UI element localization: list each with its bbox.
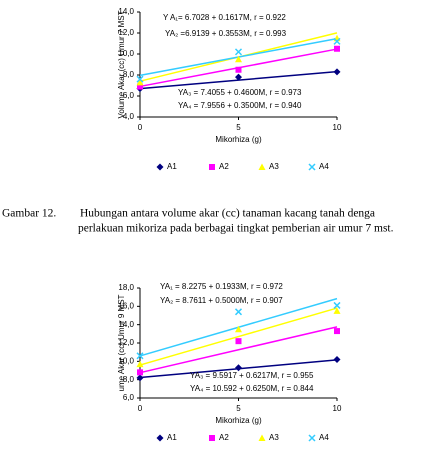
y-tick-label: 4,0 [123, 112, 135, 121]
marker [136, 75, 144, 83]
marker [235, 55, 242, 63]
y-tick-label: 6,0 [123, 393, 135, 402]
x-tick-label: 5 [236, 404, 241, 413]
marker [235, 66, 242, 73]
annotation: YA₁ = 8.2275 + 0.1933M, r = 0.972 [160, 282, 283, 291]
marker [235, 364, 242, 372]
y-axis-label: ume Akar (cc) Umur 9 MST [117, 294, 126, 391]
legend-label: A3 [269, 433, 279, 442]
x-tick-label: 0 [138, 123, 143, 132]
marker [137, 83, 143, 90]
y-tick-label: 8,0 [123, 70, 135, 79]
marker [334, 45, 340, 52]
legend-label: A4 [319, 162, 329, 171]
annotation: YA₂ =6.9139 + 0.3553M, r = 0.993 [165, 29, 287, 38]
y-tick-label: 6,0 [123, 91, 135, 100]
y-tick-label: 8,0 [123, 375, 135, 384]
marker [209, 435, 215, 441]
y-tick-label: 16,0 [118, 301, 134, 310]
x-axis-label: Mikorhiza (g) [215, 135, 262, 144]
y-tick-label: 12,0 [118, 28, 134, 37]
annotation: Y A₁= 6.7028 + 0.1617M, r = 0.922 [163, 13, 286, 22]
y-tick-label: 14,0 [118, 320, 134, 329]
x-tick-label: 0 [138, 404, 143, 413]
legend-label: A3 [269, 162, 279, 171]
trend-line [139, 326, 338, 374]
marker [333, 307, 341, 314]
marker [308, 434, 316, 442]
legend-label: A4 [319, 433, 329, 442]
x-tick-label: 5 [236, 123, 241, 132]
caption-line: Hubungan antara volume akar (cc) tanaman… [80, 208, 375, 220]
y-tick-label: 14,0 [118, 7, 134, 16]
marker [136, 360, 144, 368]
y-tick-label: 12,0 [118, 338, 134, 347]
caption-line: perlakuan mikoriza pada berbagai tingkat… [78, 223, 394, 235]
caption-label: Gambar 12. [2, 208, 56, 220]
annotation: YA₄ = 7.9556 + 0.3500M, r = 0.940 [178, 101, 302, 110]
legend-label: A1 [167, 433, 177, 442]
legend-label: A2 [219, 433, 229, 442]
marker [156, 434, 164, 442]
legend-label: A2 [219, 162, 229, 171]
y-tick-label: 18,0 [118, 283, 134, 292]
x-tick-label: 10 [333, 123, 342, 132]
marker [235, 325, 242, 333]
marker [137, 369, 143, 376]
x-axis-label: Mikorhiza (g) [215, 416, 262, 425]
marker [333, 356, 341, 363]
marker [258, 163, 266, 170]
marker [333, 68, 341, 76]
marker [136, 374, 144, 382]
marker [136, 78, 144, 86]
annotation: YA₄ = 10.592 + 0.6250M, r = 0.844 [190, 384, 314, 393]
marker [209, 164, 215, 170]
x-tick-label: 10 [333, 404, 342, 413]
marker [258, 434, 266, 441]
trend-line [139, 307, 338, 366]
marker [156, 163, 164, 171]
marker [333, 301, 341, 309]
y-axis-label: Volume Akar (cc) Umur 7 MST [117, 10, 126, 118]
annotation: YA₃ = 9.5917 + 0.6217M, r = 0.955 [190, 371, 314, 380]
y-tick-label: 10,0 [118, 356, 134, 365]
marker [235, 338, 242, 345]
marker [333, 37, 341, 45]
marker [234, 308, 243, 316]
marker [136, 352, 144, 360]
marker [308, 163, 316, 171]
y-tick-label: 10,0 [118, 49, 134, 58]
marker [235, 73, 242, 81]
annotation: YA₂ = 8.7611 + 0.5000M, r = 0.907 [160, 296, 283, 305]
marker [234, 48, 243, 56]
annotation: YA₃ = 7.4055 + 0.4600M, r = 0.973 [178, 88, 302, 97]
legend-label: A1 [167, 162, 177, 171]
marker [334, 328, 340, 335]
